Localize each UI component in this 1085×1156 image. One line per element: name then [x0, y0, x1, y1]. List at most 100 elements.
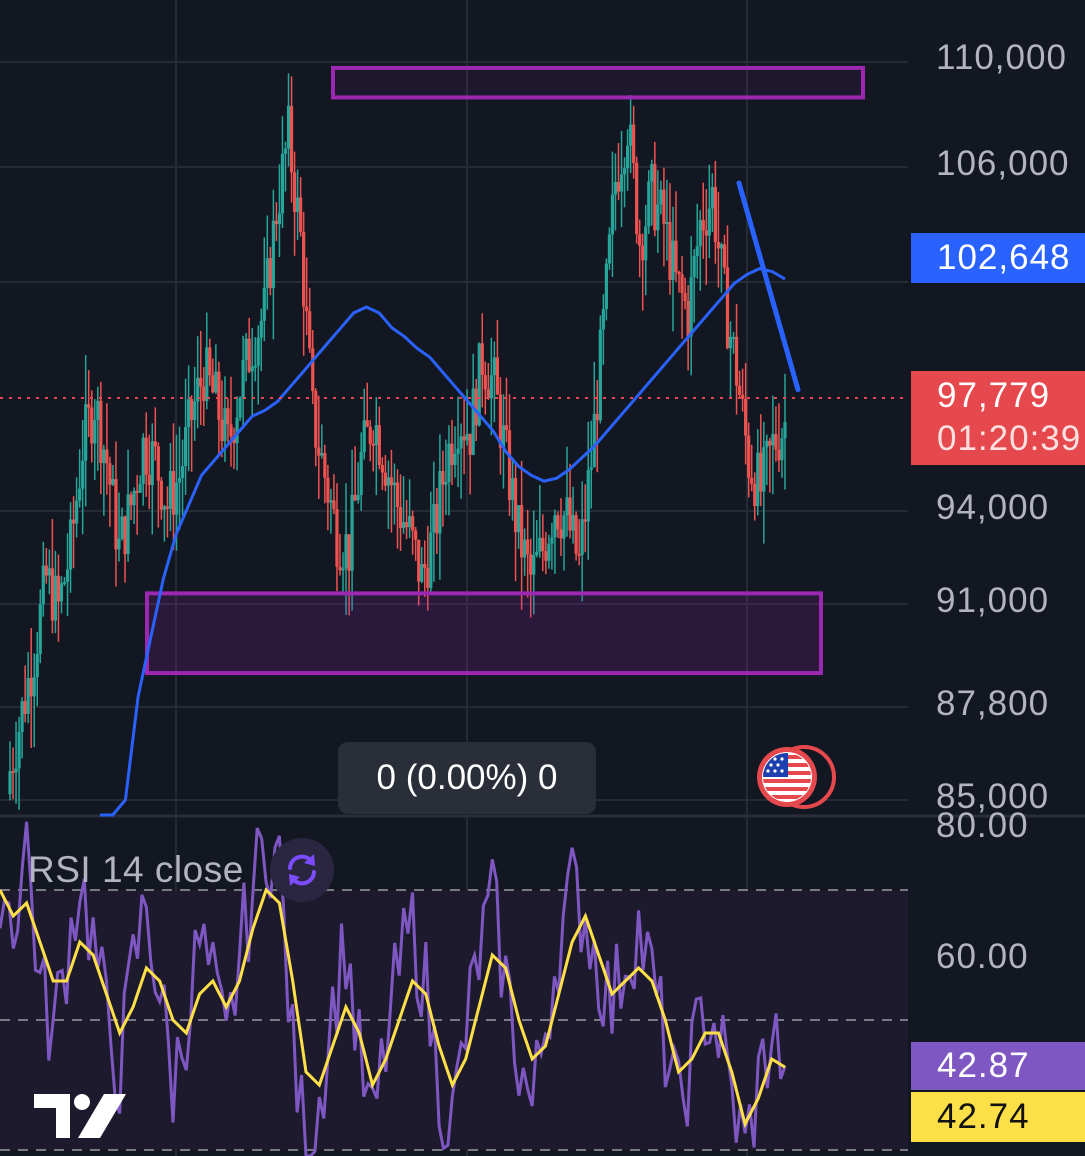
candle-body	[102, 449, 106, 464]
candle-body	[232, 436, 236, 444]
candle-body	[647, 181, 651, 227]
crosshair-tooltip: 0 (0.00%) 0	[338, 742, 596, 814]
candle-body	[380, 465, 384, 473]
support-zone[interactable]	[145, 591, 823, 676]
candle-body	[725, 267, 730, 349]
candle-body	[408, 516, 412, 528]
candle-body	[653, 164, 657, 231]
resistance-zone[interactable]	[331, 65, 865, 100]
candle-body	[138, 484, 142, 493]
candle-body	[598, 329, 602, 421]
candle-body	[741, 394, 745, 399]
trendline[interactable]	[736, 180, 801, 393]
rsi-legend[interactable]: RSI 14 close	[0, 838, 334, 902]
candle-body	[111, 479, 115, 485]
candle-body	[386, 477, 391, 486]
candle-body	[471, 388, 475, 455]
candle-body	[435, 504, 439, 534]
candle-body	[35, 654, 39, 678]
candle-body	[498, 394, 503, 448]
candle-body	[526, 539, 530, 555]
candle-body	[256, 337, 260, 366]
candle-body	[338, 566, 342, 571]
candle-body	[656, 204, 660, 231]
candle-body	[362, 420, 366, 453]
candle-body	[314, 391, 318, 448]
candle-body	[371, 443, 375, 446]
candle-body	[93, 419, 97, 444]
candle-body	[535, 551, 539, 555]
candle-body	[199, 377, 203, 387]
candle-body	[680, 274, 684, 293]
candle-body	[205, 347, 209, 402]
candle-body	[544, 551, 548, 561]
candle-body	[223, 408, 227, 441]
candle-body	[401, 522, 406, 529]
candle-body	[417, 539, 421, 582]
candle-body	[674, 240, 678, 272]
candle-body	[459, 436, 463, 449]
candle-body	[253, 365, 257, 368]
candle-body	[350, 494, 354, 571]
candle-body	[193, 401, 197, 421]
candle-body	[177, 477, 182, 483]
candle-body	[311, 348, 315, 392]
candle-body	[601, 309, 605, 330]
candle-body	[547, 543, 551, 561]
candle-body	[468, 434, 472, 455]
candle-body	[580, 519, 584, 555]
price-label-87800: 87,800	[936, 684, 1050, 723]
candle-body	[32, 677, 36, 697]
candle-body	[14, 768, 18, 773]
candle-body	[44, 565, 48, 576]
candle-body	[392, 482, 397, 486]
candle-body	[305, 306, 309, 312]
candle-body	[644, 226, 648, 261]
tradingview-logo[interactable]	[30, 1090, 130, 1142]
candle-body	[329, 500, 333, 503]
candle-body	[432, 504, 436, 533]
candle-body	[783, 421, 787, 439]
candle-body	[701, 220, 705, 231]
candle-body	[244, 338, 248, 360]
candle-body	[144, 437, 148, 475]
candle-body	[271, 220, 275, 289]
candle-body	[659, 189, 663, 205]
candle-body	[368, 426, 372, 444]
candle-body	[295, 197, 300, 212]
candle-body	[105, 449, 109, 464]
candle-body	[641, 245, 645, 261]
candle-body	[753, 483, 757, 507]
candle-body	[462, 436, 466, 441]
candle-body	[117, 538, 121, 550]
candle-body	[211, 375, 215, 393]
candle-body	[589, 467, 593, 470]
candle-body	[317, 447, 321, 456]
candle-body	[323, 453, 327, 478]
candle-body	[11, 771, 15, 774]
candle-body	[68, 519, 73, 570]
rsi-line	[0, 821, 787, 1156]
candle-body	[556, 515, 560, 530]
candle-body	[71, 519, 76, 524]
candle-body	[638, 234, 642, 246]
candle-body	[262, 287, 266, 321]
candle-body	[777, 449, 781, 461]
candle-body	[320, 453, 324, 456]
candle-body	[8, 771, 12, 795]
candle-body	[713, 186, 717, 242]
candle-body	[283, 148, 288, 154]
candle-body	[595, 413, 599, 421]
refresh-icon[interactable]	[269, 838, 334, 902]
candle-body	[465, 434, 469, 441]
candle-body	[780, 438, 784, 461]
candle-body	[159, 480, 163, 510]
candle-body	[756, 452, 760, 507]
candle-body	[574, 515, 578, 554]
candle-body	[698, 220, 702, 247]
candle-body	[292, 172, 297, 212]
rsi-label-80: 80.00	[936, 806, 1029, 845]
us-flag-icon[interactable]	[752, 742, 842, 812]
candle-body	[395, 482, 400, 508]
